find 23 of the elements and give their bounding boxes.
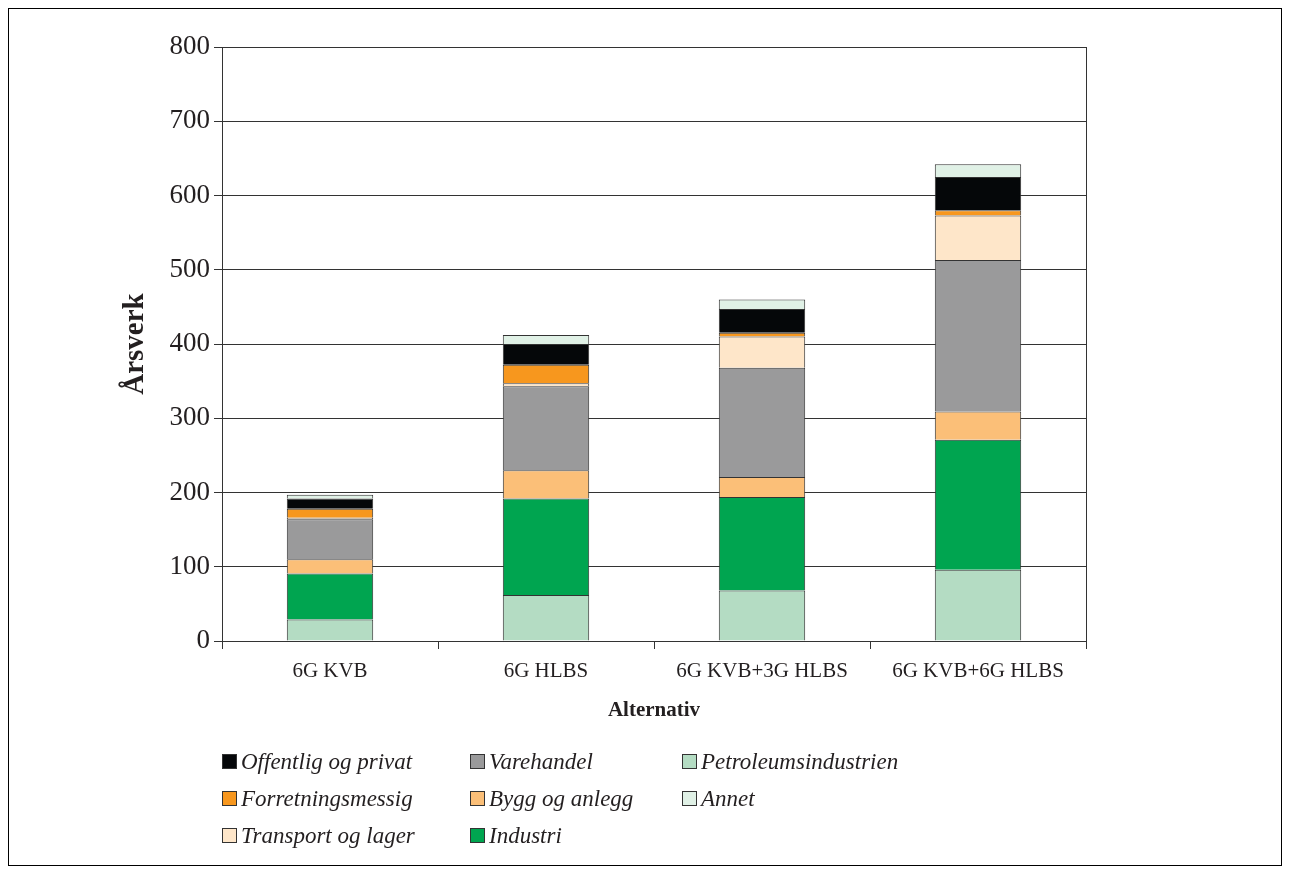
y-tick-label: 300 <box>169 401 210 432</box>
x-tick-label: 6G KVB+3G HLBS <box>676 658 848 683</box>
x-tick-label: 6G KVB+6G HLBS <box>892 658 1064 683</box>
legend-label: Offentlig og privat <box>241 748 413 775</box>
legend-label: Forretningsmessig <box>241 785 413 812</box>
legend-label: Transport og lager <box>241 822 415 849</box>
y-tick-label: 400 <box>169 327 210 358</box>
legend-label: Bygg og anlegg <box>489 785 634 812</box>
legend-label: Varehandel <box>489 748 593 775</box>
y-tick-label: 700 <box>169 104 210 135</box>
y-tick-label: 500 <box>169 252 210 283</box>
legend-label: Annet <box>701 785 755 812</box>
x-tick-label: 6G HLBS <box>503 658 589 683</box>
y-tick-label: 800 <box>169 30 210 61</box>
x-axis-title: Alternativ <box>607 696 701 721</box>
legend-label: Industri <box>489 822 562 849</box>
x-tick-label: 6G KVB <box>292 658 368 683</box>
y-tick-label: 200 <box>169 475 210 506</box>
y-tick-label: 100 <box>169 549 210 580</box>
y-axis-title: Årsverk <box>116 292 149 395</box>
legend-label: Petroleumsindustrien <box>701 748 899 775</box>
y-tick-label: 0 <box>196 624 210 655</box>
y-tick-label: 600 <box>169 178 210 209</box>
